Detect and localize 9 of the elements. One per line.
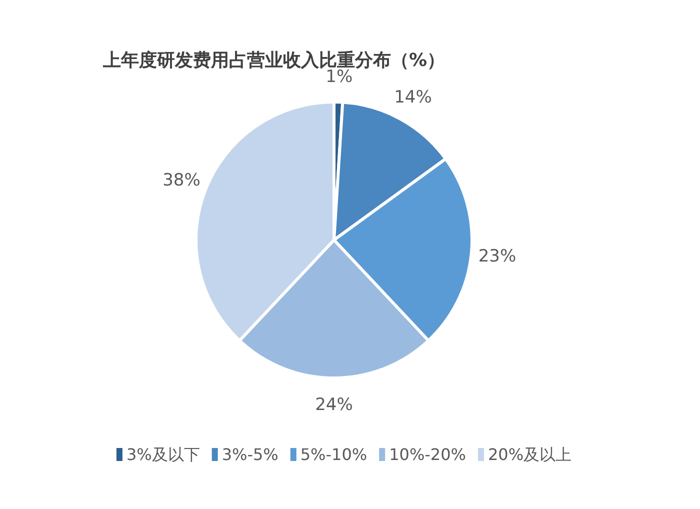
legend-label: 3%及以下	[126, 445, 200, 464]
data-label: 23%	[478, 246, 516, 266]
data-label: 14%	[394, 87, 432, 108]
legend-label: 3%-5%	[222, 445, 278, 464]
legend-label: 20%及以上	[488, 445, 572, 464]
data-label: 38%	[162, 170, 200, 191]
data-label: 24%	[315, 395, 353, 415]
legend-label: 10%-20%	[389, 445, 466, 464]
legend-label: 5%-10%	[300, 445, 368, 464]
